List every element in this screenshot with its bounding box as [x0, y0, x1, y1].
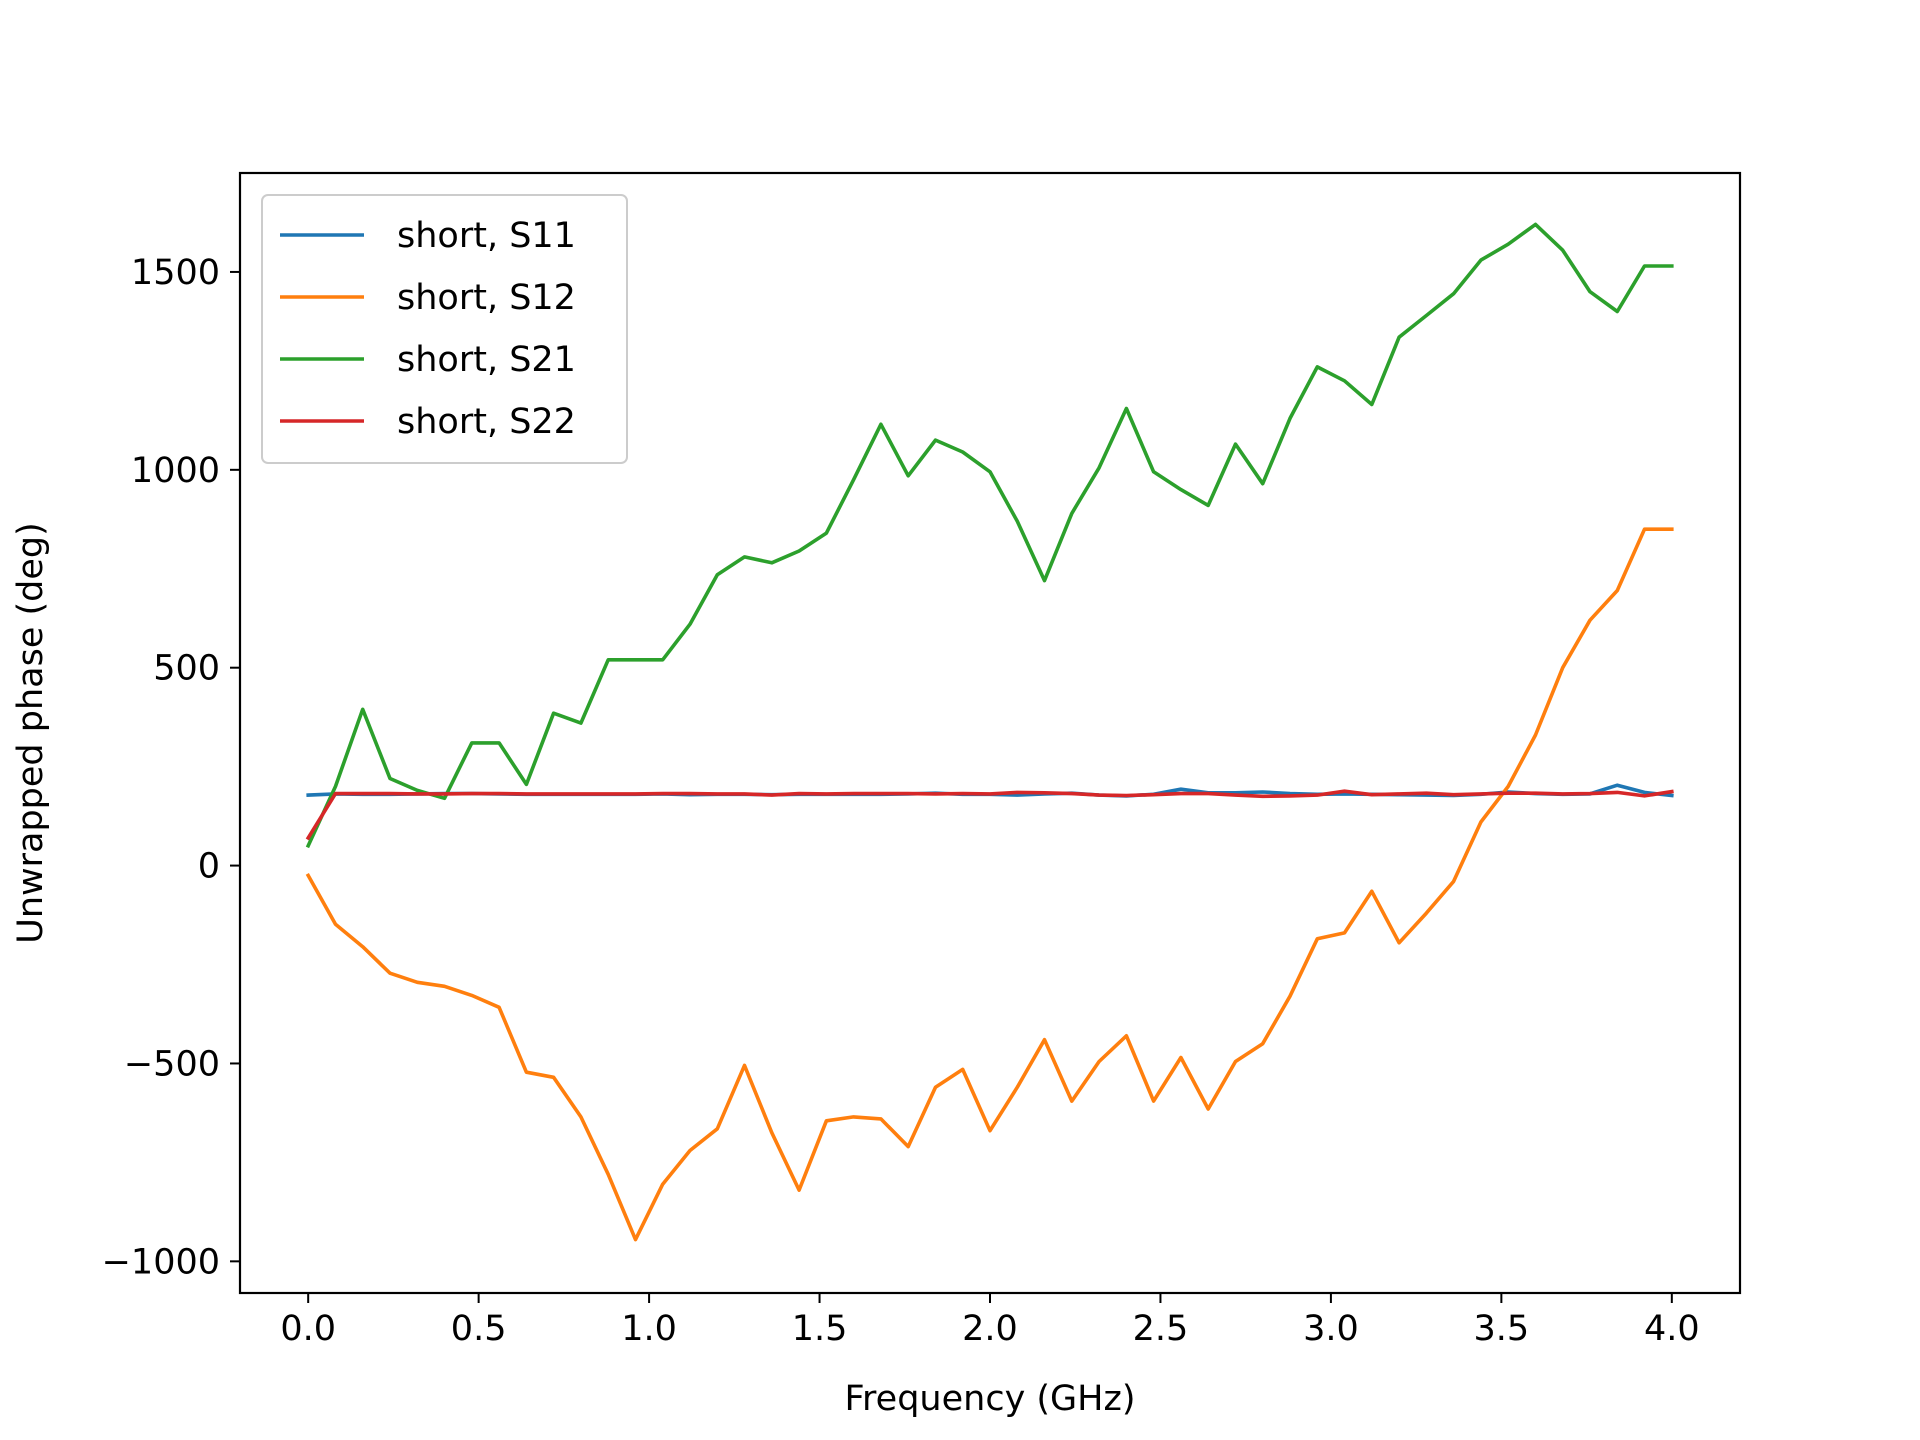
- y-tick-label: 1000: [131, 451, 220, 491]
- y-tick-label: 0: [198, 847, 220, 887]
- series-layer: [305, 222, 1674, 1242]
- x-tick-label: 2.5: [1133, 1309, 1189, 1349]
- x-tick-label: 3.5: [1474, 1309, 1530, 1349]
- x-tick-label: 0.5: [451, 1309, 507, 1349]
- series-line-short-s22: [305, 789, 1674, 841]
- y-tick-label: 1500: [131, 253, 220, 293]
- x-tick-label: 1.0: [621, 1309, 677, 1349]
- x-tick-label: 2.0: [962, 1309, 1018, 1349]
- y-axis-label: Unwrapped phase (deg): [11, 522, 51, 944]
- y-axis: −1000 −500 0 500 1000 1500: [102, 253, 240, 1282]
- x-tick-label: 0.0: [280, 1309, 336, 1349]
- y-tick-label: −1000: [102, 1242, 220, 1282]
- series-line-short-s12: [305, 527, 1674, 1242]
- x-tick-label: 3.0: [1303, 1309, 1359, 1349]
- legend-label: short, S21: [397, 340, 576, 380]
- x-axis: 0.0 0.5 1.0 1.5 2.0 2.5 3.0 3.5 4.0: [280, 1293, 1700, 1349]
- legend-label: short, S11: [397, 216, 576, 256]
- legend-label: short, S12: [397, 278, 576, 318]
- legend: short, S11 short, S12 short, S21 short, S22: [261, 194, 628, 464]
- x-tick-label: 1.5: [792, 1309, 848, 1349]
- series-line-short-s21: [305, 222, 1674, 849]
- y-tick-label: 500: [153, 649, 220, 689]
- legend-label: short, S22: [397, 402, 576, 442]
- legend-box: [261, 194, 628, 464]
- x-tick-label: 4.0: [1644, 1309, 1700, 1349]
- x-axis-label: Frequency (GHz): [844, 1379, 1135, 1419]
- y-tick-label: −500: [124, 1044, 220, 1084]
